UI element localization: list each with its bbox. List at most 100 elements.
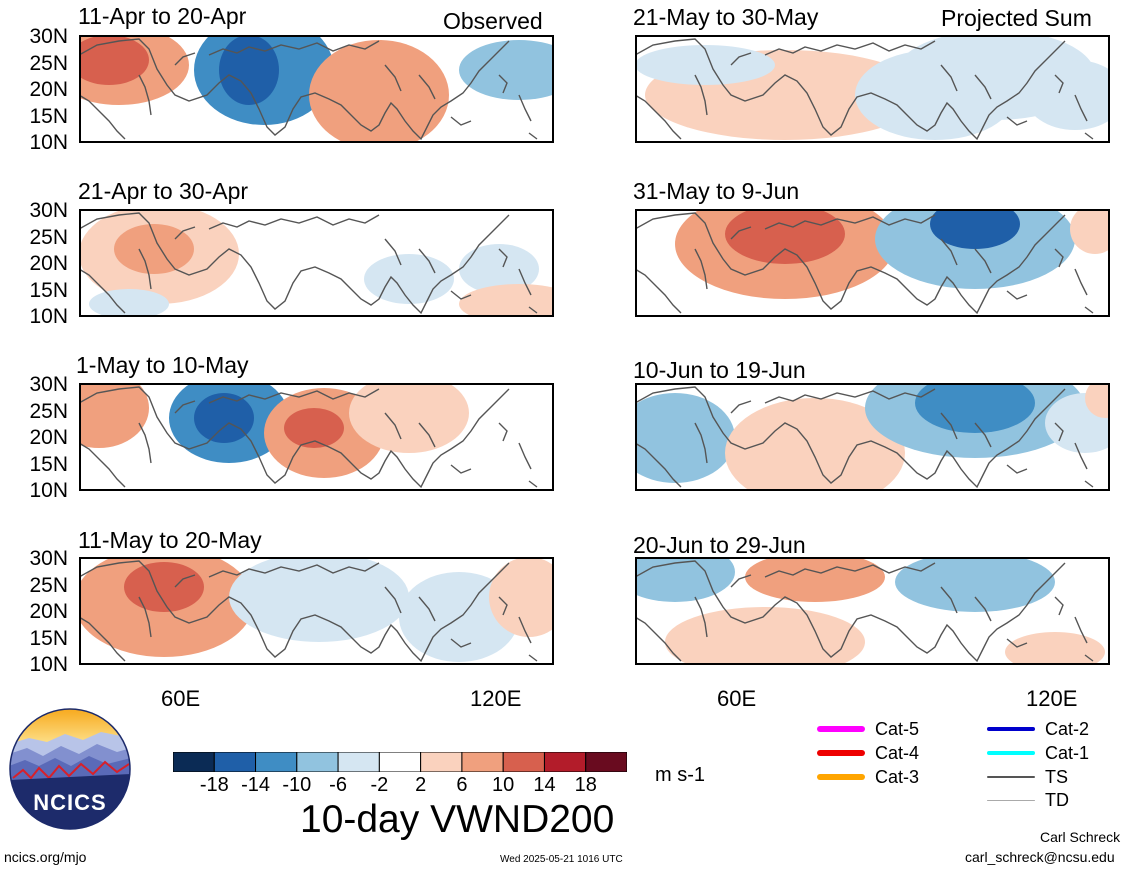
anomaly-shade: [930, 209, 1020, 249]
lon-label-120e-right: 120E: [1026, 686, 1078, 711]
legend-item-ts: TS: [987, 767, 1117, 787]
colorbar-tick-label: -18: [199, 774, 229, 796]
coastline: [635, 386, 1094, 489]
anomaly-shade: [349, 383, 469, 453]
anomaly-shade: [194, 393, 254, 443]
lat-label: 10N: [29, 653, 68, 676]
author-name: Carl Schreck: [1040, 829, 1121, 845]
anomaly-shade: [489, 557, 554, 637]
anomaly-shade: [725, 398, 905, 491]
panel-title-7: 10-Jun to 19-Jun: [633, 357, 806, 383]
anomaly-shade: [339, 65, 429, 135]
map-panel-8: [635, 557, 1110, 665]
anomaly-shade: [459, 40, 554, 100]
legend-item-cat-2: Cat-2: [987, 719, 1117, 739]
anomaly-shade: [79, 35, 149, 85]
colorbar-title: 10-day VWND200: [300, 798, 615, 841]
colorbar-tick-labels: -18 -14 -10 -6 -2 2 6 10 14 18: [173, 775, 627, 799]
anomaly-shade: [1025, 60, 1110, 130]
lat-label: 30N: [29, 547, 68, 570]
map-panel-2: [79, 209, 554, 317]
observed-label: Observed: [443, 8, 543, 34]
ncics-logo: NCICS: [9, 708, 131, 830]
map-panel-7: [635, 383, 1110, 491]
panel-title-6: 31-May to 9-Jun: [633, 178, 800, 204]
panel-title-5: 21-May to 30-May: [633, 4, 819, 30]
map-panel-6: [635, 209, 1110, 317]
anomaly-shade: [665, 607, 865, 665]
timestamp: Wed 2025-05-21 1016 UTC: [500, 854, 623, 865]
legend-label: Cat-5: [875, 719, 920, 739]
lat-label: 15N: [29, 626, 68, 650]
anomaly-shade: [284, 408, 344, 448]
anomaly-shade: [364, 254, 454, 304]
coastline: [635, 212, 1094, 315]
colorbar-units: m s-1: [655, 764, 705, 786]
colorbar-swatch: [461, 751, 504, 773]
legend-line-swatch: [817, 774, 865, 780]
lon-label-60e-right: 60E: [717, 686, 757, 711]
projected-sum-label: Projected Sum: [941, 5, 1092, 31]
colorbar-swatches: [172, 751, 628, 773]
author-email: carl_schreck@ncsu.edu: [965, 849, 1115, 865]
colorbar-tick-label: 6: [456, 774, 468, 796]
anomaly-shade: [635, 393, 735, 483]
anomaly-shade: [635, 557, 735, 602]
lat-label: 30N: [29, 25, 68, 48]
legend-item-cat-1: Cat-1: [987, 743, 1117, 763]
lat-label: 10N: [29, 479, 68, 502]
colorbar-tick-label: 2: [415, 774, 427, 796]
anomaly-shade: [79, 383, 149, 448]
legend-label: Cat-2: [1045, 719, 1090, 739]
panel-title-4: 11-May to 20-May: [78, 527, 262, 553]
legend-item-td: TD: [987, 790, 1117, 810]
colorbar-swatch: [213, 751, 257, 773]
anomaly-shade: [725, 209, 845, 264]
anomaly-shade: [915, 383, 1035, 433]
map-panel-4: [79, 557, 554, 665]
anomaly-shade: [229, 557, 409, 642]
legend-line-swatch: [987, 776, 1035, 778]
coastline: [635, 38, 1094, 141]
lat-label: 20N: [29, 252, 68, 275]
anomaly-shade: [219, 35, 279, 105]
map-panel-1: [79, 35, 554, 143]
legend-label: Cat-3: [875, 767, 920, 787]
colorbar-tick-label: -2: [370, 774, 389, 796]
legend-line-swatch: [987, 751, 1035, 755]
colorbar-swatch: [296, 751, 339, 773]
panel-title-2: 21-Apr to 30-Apr: [78, 178, 249, 204]
anomaly-shade: [114, 224, 194, 274]
colorbar-swatch: [585, 751, 628, 773]
anomaly-shade: [459, 244, 539, 294]
lat-label: 15N: [29, 278, 68, 302]
colorbar-tick-label: -14: [241, 774, 270, 796]
coastline: [79, 38, 538, 141]
lat-label: 25N: [29, 51, 68, 75]
coastline: [635, 560, 1094, 663]
colorbar-swatch: [420, 751, 463, 773]
legend-line-swatch: [987, 727, 1035, 731]
colorbar-swatch: [255, 751, 298, 773]
anomaly-shade: [1085, 383, 1110, 418]
coastline: [79, 560, 538, 663]
lat-label: 20N: [29, 426, 68, 449]
colorbar-swatch: [378, 751, 422, 773]
legend-item-cat-3: Cat-3: [817, 767, 947, 787]
panel-title-8: 20-Jun to 29-Jun: [633, 532, 806, 558]
coastline: [79, 386, 538, 489]
legend-line-swatch: [817, 726, 865, 732]
colorbar-tick-label: 18: [574, 774, 597, 796]
legend-label: TS: [1045, 767, 1069, 787]
legend-line-swatch: [817, 750, 865, 756]
lat-label: 30N: [29, 199, 68, 222]
lat-label: 15N: [29, 104, 68, 128]
ncics-logo-graphic: [9, 708, 131, 830]
lat-label: 15N: [29, 452, 68, 476]
lat-label: 25N: [29, 573, 68, 597]
coastline: [79, 212, 538, 315]
anomaly-shade: [745, 557, 885, 602]
map-panel-3: [79, 383, 554, 491]
colorbar-tick-label: 10: [492, 774, 515, 796]
colorbar-swatch: [337, 751, 380, 773]
